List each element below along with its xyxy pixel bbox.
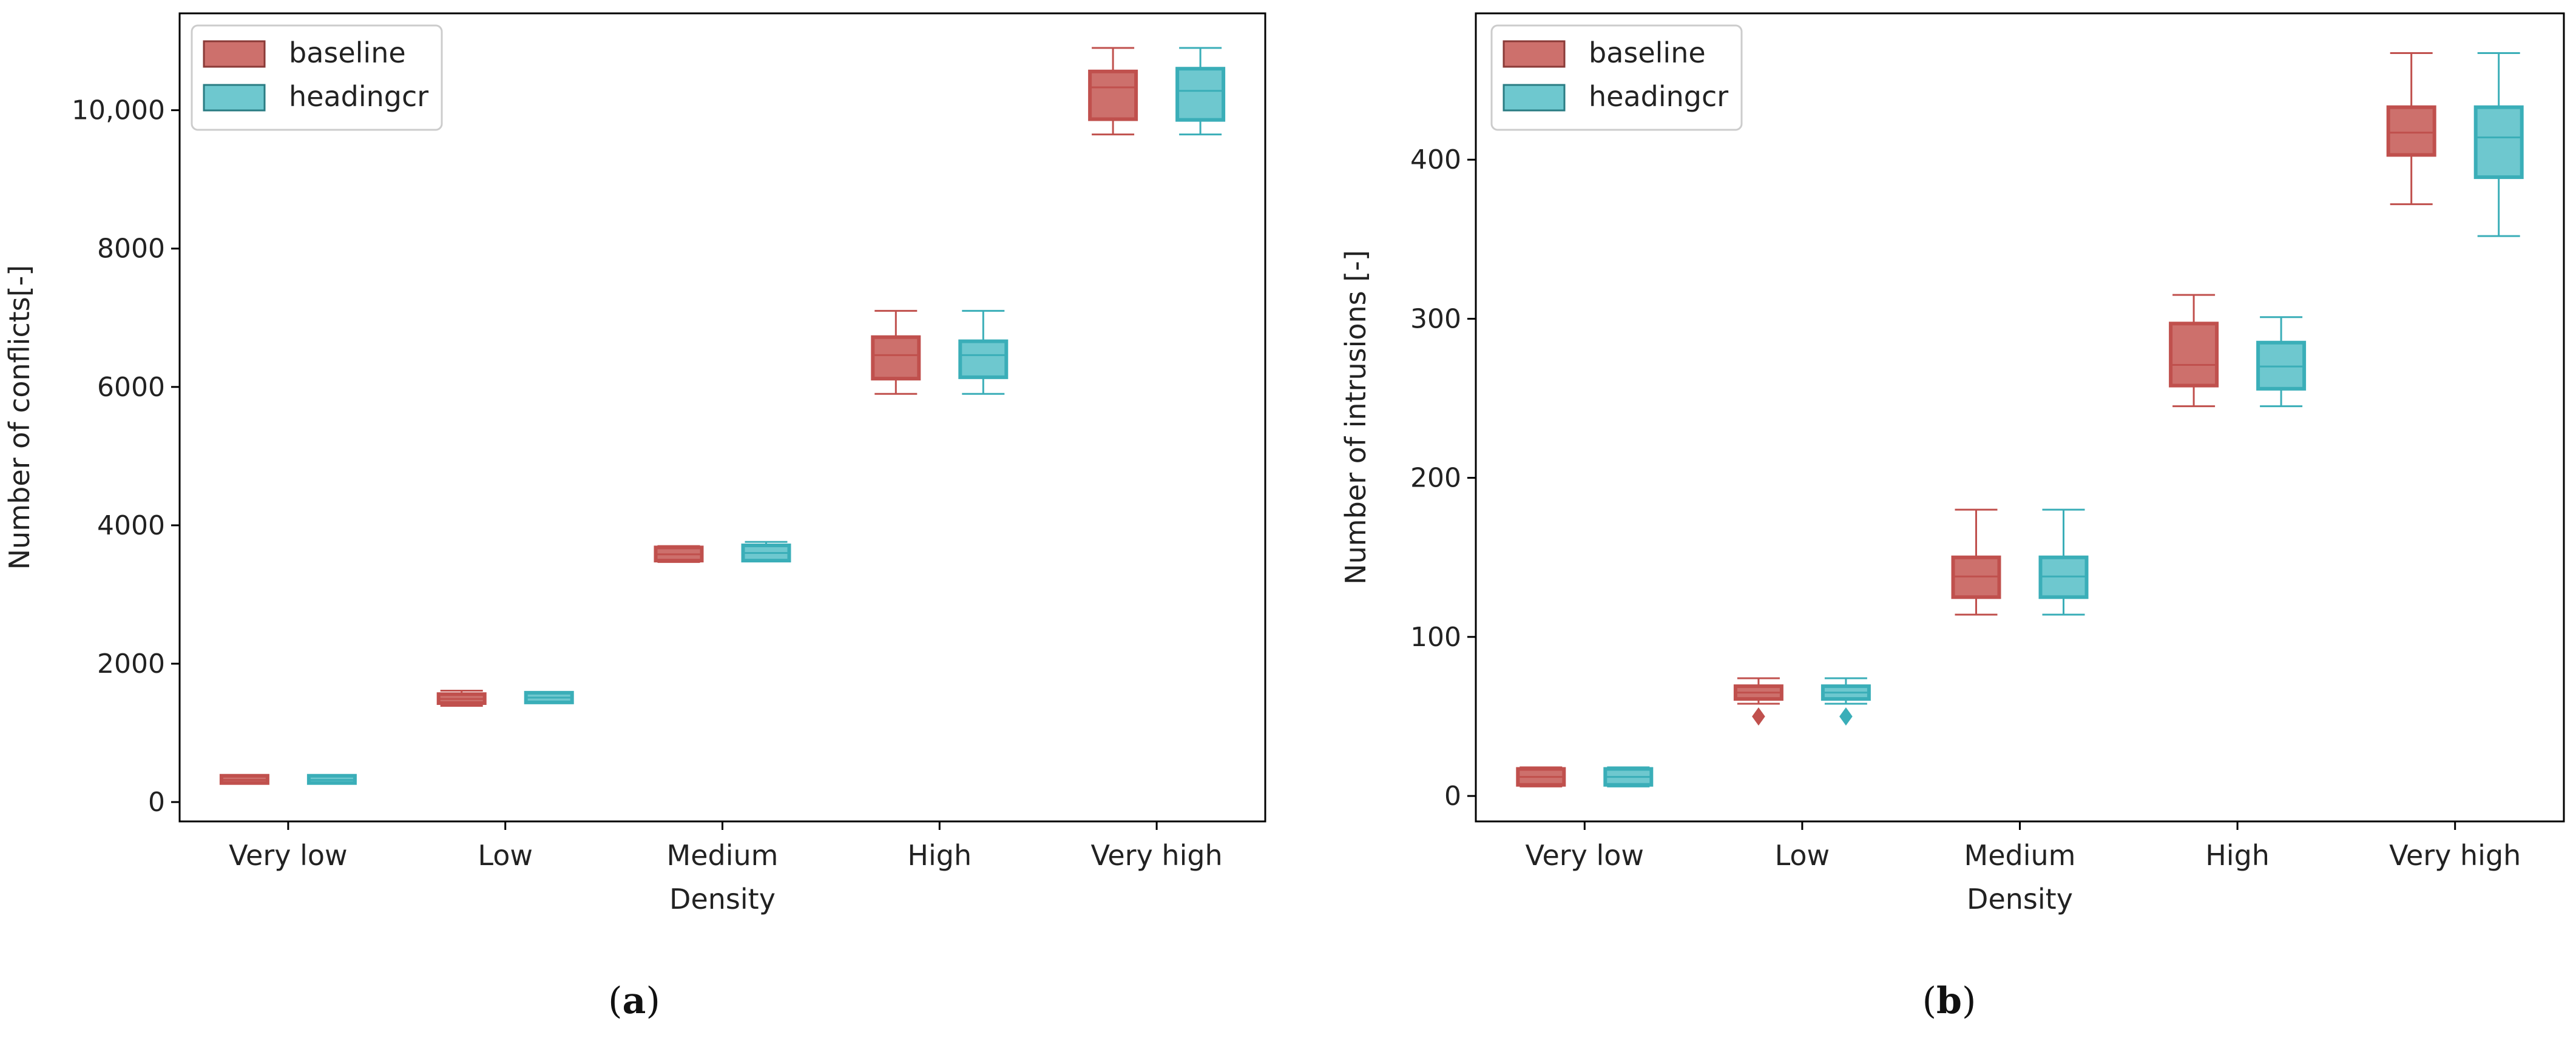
y-tick-label: 4000	[97, 510, 165, 541]
legend-swatch-baseline	[1503, 40, 1566, 68]
box-baseline-4	[2386, 52, 2436, 206]
box-body	[958, 339, 1009, 379]
box-body	[2386, 105, 2436, 157]
caption-b: (b)	[1922, 980, 1976, 1022]
box-headingcr-3	[2256, 316, 2307, 408]
x-tick-label: Low	[1775, 839, 1830, 872]
box-headingcr-2	[2038, 508, 2089, 616]
caption-b-letter: b	[1936, 980, 1962, 1022]
x-tick-label: Low	[478, 839, 533, 872]
panel-b: 0 100 200 300 400 Very low Low Medium High Very h…	[1339, 12, 2565, 915]
box-headingcr-4	[2473, 52, 2524, 237]
legend: baseline headingcr	[191, 24, 443, 131]
box-headingcr-3	[958, 309, 1009, 395]
x-tick-label: Medium	[1964, 839, 2076, 872]
box-baseline-3	[871, 309, 921, 395]
box-baseline-4	[1088, 47, 1138, 136]
legend-label-baseline: baseline	[1589, 36, 1706, 69]
legend-swatch-headingcr	[203, 84, 266, 112]
x-tick-label: High	[907, 839, 972, 872]
box-body	[2473, 105, 2524, 180]
y-tick-label: 10,000	[72, 95, 165, 126]
box-baseline-0	[219, 773, 269, 785]
legend: baseline headingcr	[1490, 24, 1743, 131]
box-baseline-2	[654, 545, 704, 563]
y-tick-label: 0	[148, 787, 165, 818]
y-axis-title: Number of conflicts[-]	[3, 265, 36, 570]
caption-a-letter: a	[623, 980, 646, 1022]
x-axis-title: Density	[669, 883, 776, 915]
box-headingcr-2	[741, 541, 791, 563]
outlier-point	[1752, 707, 1765, 726]
x-tick-label: Very high	[1090, 839, 1222, 872]
y-tick-label: 2000	[97, 649, 165, 679]
y-tick-label: 6000	[97, 372, 165, 403]
box-baseline-2	[1951, 508, 2001, 616]
box-baseline-3	[2169, 294, 2219, 408]
y-tick-label: 200	[1410, 463, 1461, 494]
box-headingcr-0	[306, 773, 357, 785]
box-body	[1175, 67, 1226, 122]
box-body	[1088, 69, 1138, 121]
y-axis-title: Number of intrusions [-]	[1339, 250, 1372, 585]
legend-label-headingcr: headingcr	[1589, 80, 1728, 113]
x-axis-title: Density	[1967, 883, 2073, 915]
caption-a: (a)	[608, 980, 660, 1022]
x-tick-label: Very low	[1526, 839, 1645, 872]
y-tick-label: 0	[1444, 781, 1461, 812]
box-headingcr-4	[1175, 47, 1226, 136]
box-body	[871, 335, 921, 381]
outlier-point	[1839, 707, 1853, 726]
x-tick-label: Very low	[229, 839, 348, 872]
legend-label-headingcr: headingcr	[289, 80, 428, 113]
box-baseline-1	[1733, 677, 1783, 726]
y-tick-label: 300	[1410, 303, 1461, 334]
x-tick-label: Medium	[667, 839, 779, 872]
x-tick-label: High	[2205, 839, 2270, 872]
box-headingcr-1	[1820, 677, 1871, 726]
box-headingcr-1	[524, 690, 574, 704]
legend-swatch-baseline	[203, 40, 266, 68]
y-tick-label: 400	[1410, 144, 1461, 175]
box-headingcr-0	[1603, 766, 1654, 787]
y-tick-label: 100	[1410, 622, 1461, 653]
x-tick-label: Very high	[2389, 839, 2521, 872]
box-baseline-0	[1516, 766, 1566, 787]
y-tick-label: 8000	[97, 234, 165, 265]
box-baseline-1	[436, 689, 487, 707]
box-body	[2169, 322, 2219, 388]
legend-swatch-headingcr	[1503, 84, 1566, 112]
legend-label-baseline: baseline	[289, 36, 406, 69]
panel-a: 0 2000 4000 6000 8000 10,000 Very low Low Medium…	[3, 12, 1266, 915]
